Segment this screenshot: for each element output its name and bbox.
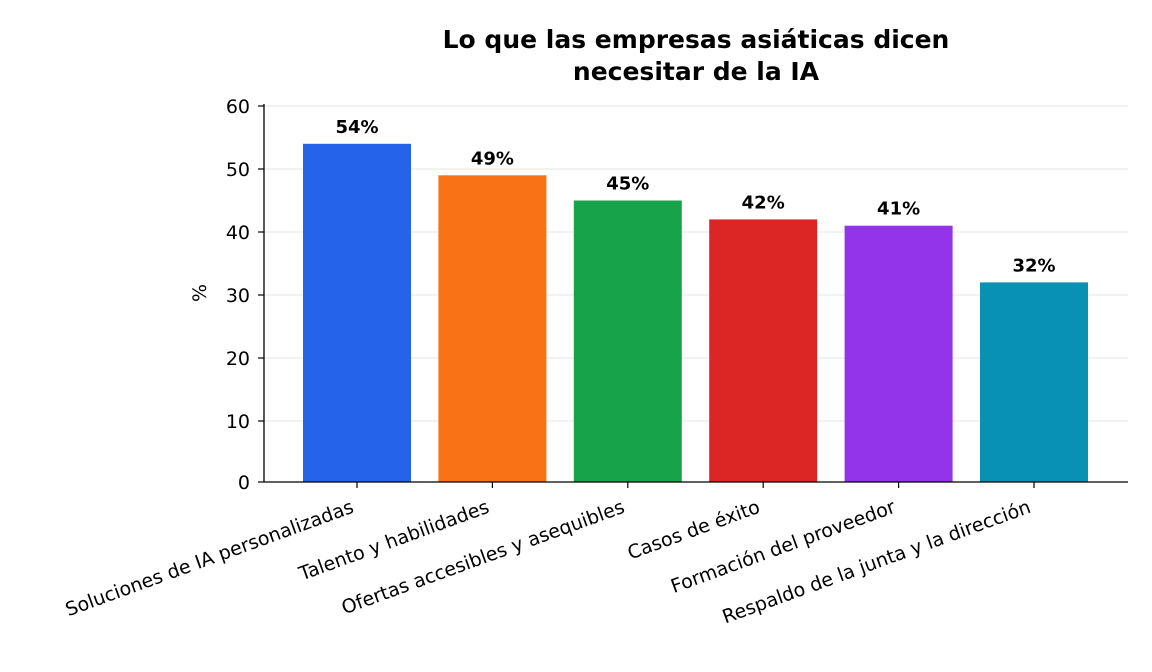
bar	[303, 143, 411, 483]
bar-value-label: 54%	[335, 117, 378, 138]
y-axis-label: %	[189, 284, 211, 302]
y-ticks-group: 0 10 20 30 40 50 60	[226, 96, 264, 494]
chart-title-line-1: Lo que las empresas asiáticas dicen	[443, 25, 950, 54]
bar	[573, 200, 682, 482]
bar	[844, 225, 953, 482]
y-tick-label: 0	[238, 472, 250, 494]
bar	[980, 282, 1088, 482]
chart-title-line-2: necesitar de la IA	[573, 57, 820, 86]
bar-value-label: 45%	[606, 174, 649, 195]
bars-group	[303, 143, 1088, 483]
data-labels-group: 54% 49% 45% 42% 41% 32%	[335, 117, 1055, 277]
y-tick-label: 40	[226, 222, 250, 244]
y-tick-label: 10	[226, 411, 250, 433]
y-tick-label: 30	[226, 285, 250, 307]
y-tick-label: 60	[226, 96, 250, 118]
y-tick-label: 50	[226, 159, 250, 181]
category-label: Formación del proveedor	[668, 496, 899, 598]
bar-value-label: 49%	[471, 148, 514, 169]
bar	[438, 175, 547, 483]
bar-value-label: 41%	[877, 199, 920, 220]
y-tick-label: 20	[226, 348, 250, 370]
bar-value-label: 32%	[1012, 255, 1055, 276]
bar	[709, 219, 818, 482]
bar-value-label: 42%	[742, 192, 785, 213]
